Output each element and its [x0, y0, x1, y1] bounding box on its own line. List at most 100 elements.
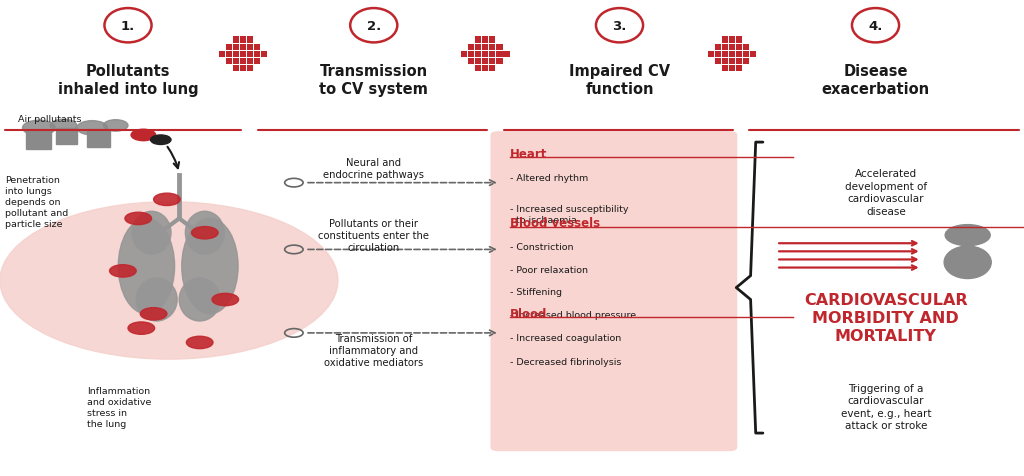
Bar — [240, 44, 246, 51]
Text: Air pollutants: Air pollutants — [18, 115, 82, 123]
Text: Impaired CV
function: Impaired CV function — [569, 64, 670, 97]
Bar — [489, 66, 496, 72]
Bar — [736, 51, 742, 58]
Text: CARDIOVASCULAR
MORBIDITY AND
MORTALITY: CARDIOVASCULAR MORBIDITY AND MORTALITY — [804, 293, 968, 344]
Text: Accelerated
development of
cardiovascular
disease: Accelerated development of cardiovascula… — [845, 169, 927, 216]
Text: Disease
exacerbation: Disease exacerbation — [821, 64, 930, 97]
Circle shape — [23, 121, 55, 136]
Bar — [247, 44, 253, 51]
Bar — [722, 44, 728, 51]
Ellipse shape — [182, 219, 238, 314]
Circle shape — [151, 136, 171, 145]
Bar — [722, 66, 728, 72]
Ellipse shape — [944, 247, 991, 279]
Bar — [225, 51, 231, 58]
Bar — [497, 51, 503, 58]
Text: Blood: Blood — [510, 307, 547, 320]
Bar — [722, 37, 728, 44]
Circle shape — [154, 194, 180, 206]
Bar — [475, 44, 481, 51]
Text: Heart: Heart — [510, 148, 547, 160]
Bar — [240, 51, 246, 58]
Text: - Constriction: - Constriction — [510, 243, 573, 252]
Bar — [232, 37, 239, 44]
Bar — [461, 51, 467, 58]
Circle shape — [140, 308, 167, 320]
Bar — [468, 59, 474, 65]
Bar — [736, 37, 742, 44]
Bar — [232, 44, 239, 51]
Bar — [736, 66, 742, 72]
Text: Pollutants
inhaled into lung: Pollutants inhaled into lung — [57, 64, 199, 97]
Circle shape — [191, 227, 218, 239]
Bar — [736, 59, 742, 65]
Bar — [87, 129, 110, 148]
Bar — [482, 51, 488, 58]
Bar — [475, 51, 481, 58]
Bar — [26, 131, 51, 150]
Bar — [475, 37, 481, 44]
Circle shape — [125, 213, 152, 225]
Bar — [468, 44, 474, 51]
Bar — [482, 59, 488, 65]
Circle shape — [128, 322, 155, 335]
Bar — [232, 66, 239, 72]
Circle shape — [131, 130, 156, 141]
Bar — [729, 37, 735, 44]
Text: 2.: 2. — [367, 20, 381, 33]
Bar — [482, 66, 488, 72]
Circle shape — [103, 120, 128, 132]
Bar — [489, 51, 496, 58]
Bar — [254, 59, 260, 65]
Bar — [743, 59, 750, 65]
Bar — [475, 59, 481, 65]
Text: Inflammation
and oxidative
stress in
the lung: Inflammation and oxidative stress in the… — [87, 386, 152, 428]
Circle shape — [110, 265, 136, 278]
Text: Pollutants or their
constituents enter the
circulation: Pollutants or their constituents enter t… — [318, 218, 429, 253]
Text: Neural and
endocrine pathways: Neural and endocrine pathways — [324, 158, 424, 180]
Bar — [482, 37, 488, 44]
Circle shape — [212, 294, 239, 306]
Bar — [240, 59, 246, 65]
Text: Penetration
into lungs
depends on
pollutant and
particle size: Penetration into lungs depends on pollut… — [5, 176, 69, 229]
Circle shape — [945, 225, 990, 246]
Bar — [225, 59, 231, 65]
Bar — [715, 59, 721, 65]
Text: 3.: 3. — [612, 20, 627, 33]
Circle shape — [50, 120, 77, 132]
Bar — [722, 51, 728, 58]
Circle shape — [186, 337, 213, 349]
Text: - Decreased fibrinolysis: - Decreased fibrinolysis — [510, 357, 622, 366]
Bar — [475, 66, 481, 72]
Text: - Altered rhythm: - Altered rhythm — [510, 174, 588, 183]
Bar — [247, 66, 253, 72]
Bar — [743, 44, 750, 51]
Bar — [240, 66, 246, 72]
Bar — [729, 66, 735, 72]
Bar — [489, 37, 496, 44]
Text: Blood vessels: Blood vessels — [510, 217, 600, 229]
Ellipse shape — [185, 212, 224, 255]
Bar — [504, 51, 510, 58]
Circle shape — [77, 121, 108, 136]
Bar — [715, 51, 721, 58]
Ellipse shape — [132, 212, 171, 255]
FancyBboxPatch shape — [490, 132, 737, 451]
Bar — [729, 59, 735, 65]
Bar — [729, 44, 735, 51]
Text: - Increased blood pressure: - Increased blood pressure — [510, 310, 636, 319]
Ellipse shape — [118, 219, 174, 314]
Bar — [743, 51, 750, 58]
Text: - Increased susceptibility
  to ischaemia: - Increased susceptibility to ischaemia — [510, 205, 629, 224]
Bar — [247, 37, 253, 44]
Text: Triggering of a
cardiovascular
event, e.g., heart
attack or stroke: Triggering of a cardiovascular event, e.… — [841, 383, 931, 430]
Text: 1.: 1. — [121, 20, 135, 33]
Bar — [247, 59, 253, 65]
Bar — [232, 51, 239, 58]
Bar — [497, 44, 503, 51]
Ellipse shape — [136, 278, 177, 321]
Bar — [736, 44, 742, 51]
Bar — [722, 59, 728, 65]
Bar — [254, 51, 260, 58]
Circle shape — [0, 202, 338, 359]
